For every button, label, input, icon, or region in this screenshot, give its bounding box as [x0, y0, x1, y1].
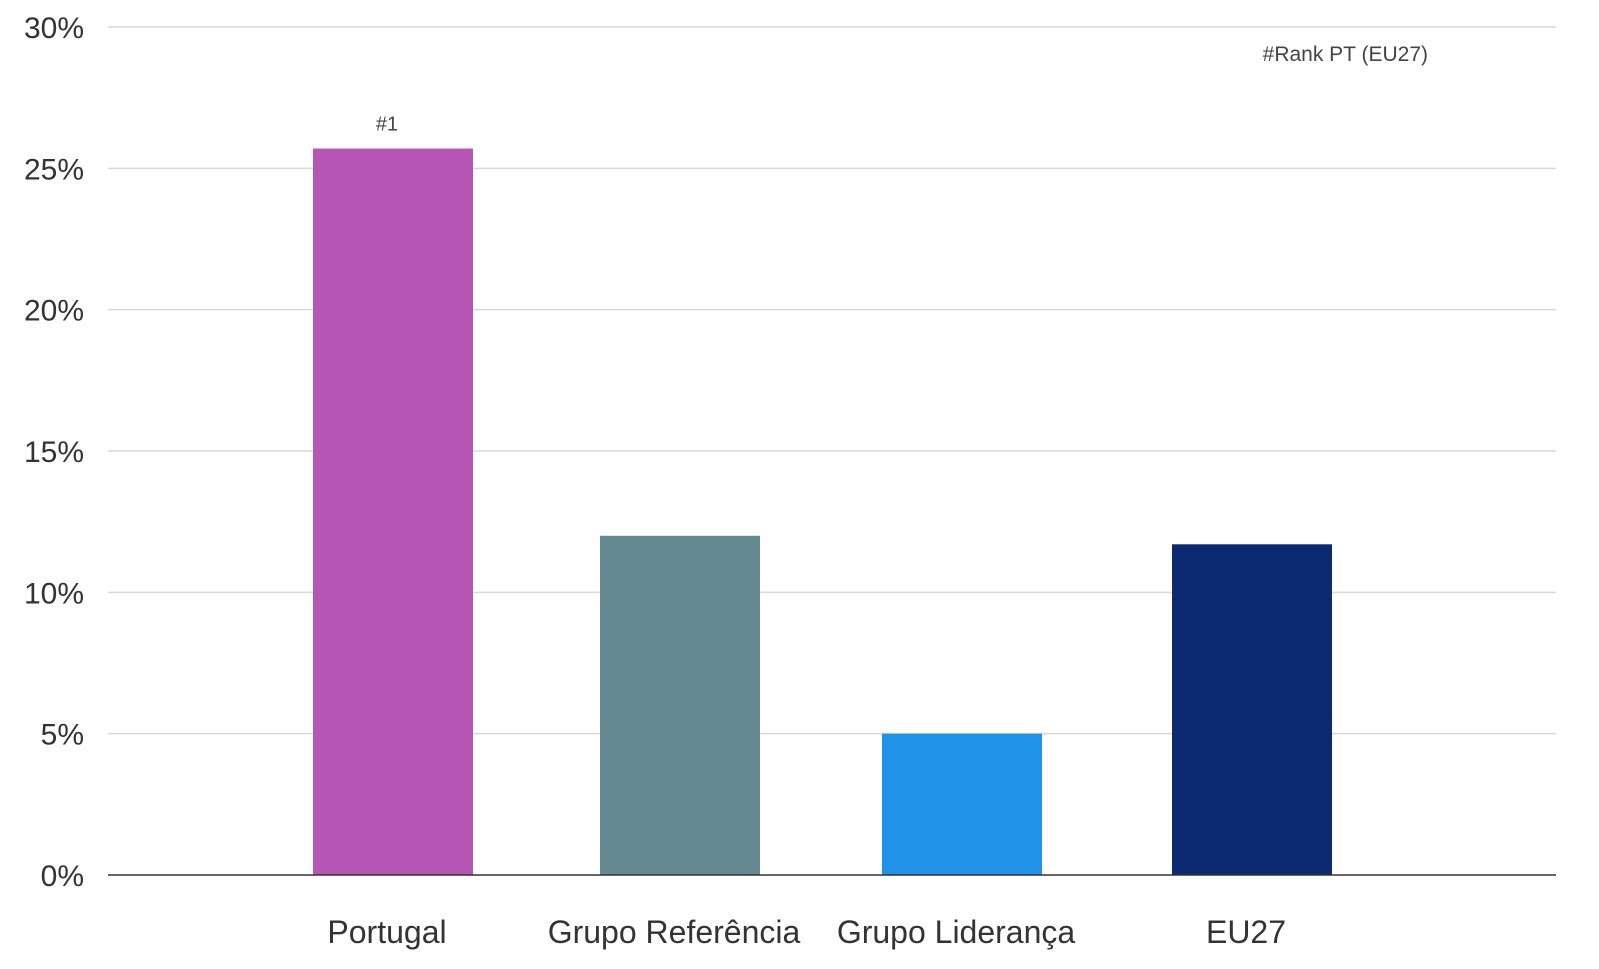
- bars: [313, 148, 1332, 876]
- bar-eu27: [1172, 544, 1332, 875]
- y-axis-tick-labels: 0% 5% 10% 15% 20% 25% 30%: [24, 12, 84, 893]
- bar-grupo-refer-ncia: [600, 535, 760, 875]
- y-tick-label: 0%: [41, 860, 84, 893]
- y-tick-label: 5%: [41, 719, 84, 752]
- x-category-label: Portugal: [327, 914, 446, 950]
- y-tick-label: 10%: [24, 577, 84, 610]
- y-tick-label: 15%: [24, 436, 84, 469]
- x-category-label: Grupo Referência: [548, 914, 801, 950]
- x-category-label: EU27: [1206, 914, 1286, 950]
- bar-data-labels: #1: [376, 114, 398, 136]
- y-tick-label: 25%: [24, 153, 84, 186]
- x-category-label: Grupo Liderança: [837, 914, 1076, 950]
- y-tick-label: 20%: [24, 295, 84, 328]
- y-tick-label: 30%: [24, 12, 84, 45]
- rank-annotation: #Rank PT (EU27): [1263, 43, 1428, 66]
- bar-portugal: [313, 148, 473, 876]
- x-axis-category-labels: Portugal Grupo Referência Grupo Liderança E…: [327, 914, 1286, 950]
- bar-grupo-lideran-a: [882, 733, 1042, 875]
- bar-data-label: #1: [376, 114, 398, 136]
